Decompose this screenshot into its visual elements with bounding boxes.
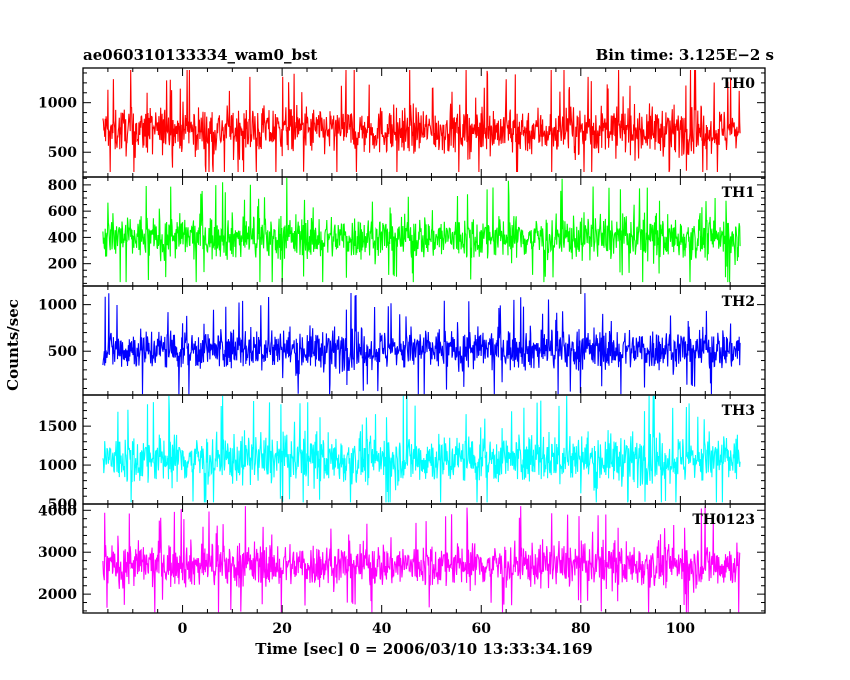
y-tick-label: 200 [48, 257, 77, 273]
y-tick-label: 1000 [38, 96, 77, 112]
panel-label: TH3 [722, 403, 755, 419]
panel-th1: 200 400 600 800 TH1 [48, 176, 766, 287]
series-line-th0123 [102, 506, 741, 613]
x-tick-label: 0 [178, 621, 188, 637]
x-axis-label: Time [sec] 0 = 2006/03/10 13:33:34.169 [255, 640, 592, 658]
y-tick-label: 3000 [38, 545, 77, 561]
panel-th0123: 2000 3000 4000 TH0123 [38, 503, 766, 614]
series-line-th2 [102, 292, 741, 395]
panel-label: TH0123 [692, 512, 755, 528]
y-tick-label: 1000 [38, 458, 77, 474]
y-tick-label: 400 [48, 230, 77, 246]
panel-label: TH0 [722, 76, 756, 92]
x-tick-label: 100 [666, 621, 695, 637]
y-tick-label: 4000 [38, 503, 77, 519]
panel-label: TH1 [722, 185, 755, 201]
series-line-th1 [102, 177, 741, 283]
y-tick-label: 500 [48, 497, 77, 513]
chart-title-left: ae060310133334_wam0_bst [83, 46, 317, 64]
y-tick-label: 1500 [38, 419, 77, 435]
y-axis-label: Counts/sec [4, 299, 22, 391]
y-tick-label: 600 [48, 204, 77, 220]
y-tick-label: 800 [48, 178, 77, 194]
y-tick-label: 500 [48, 344, 77, 360]
y-tick-label: 1000 [38, 298, 77, 314]
y-tick-label: 500 [48, 145, 77, 161]
series-line-th3 [102, 395, 741, 503]
series-line-th0 [102, 69, 741, 173]
chart-title-right: Bin time: 3.125E−2 s [596, 46, 774, 64]
x-tick-label: 80 [571, 621, 591, 637]
x-tick-label: 40 [372, 621, 392, 637]
y-tick-label: 2000 [38, 587, 77, 603]
panel-frame [82, 503, 766, 614]
panel-th3: 500 1000 1500 TH3 [38, 394, 766, 513]
panel-label: TH2 [722, 294, 755, 310]
panel-th2: 500 1000 TH2 [38, 285, 766, 396]
panel-th0: 500 1000 TH0 [38, 67, 766, 178]
x-tick-label: 60 [472, 621, 492, 637]
x-tick-label: 20 [272, 621, 292, 637]
